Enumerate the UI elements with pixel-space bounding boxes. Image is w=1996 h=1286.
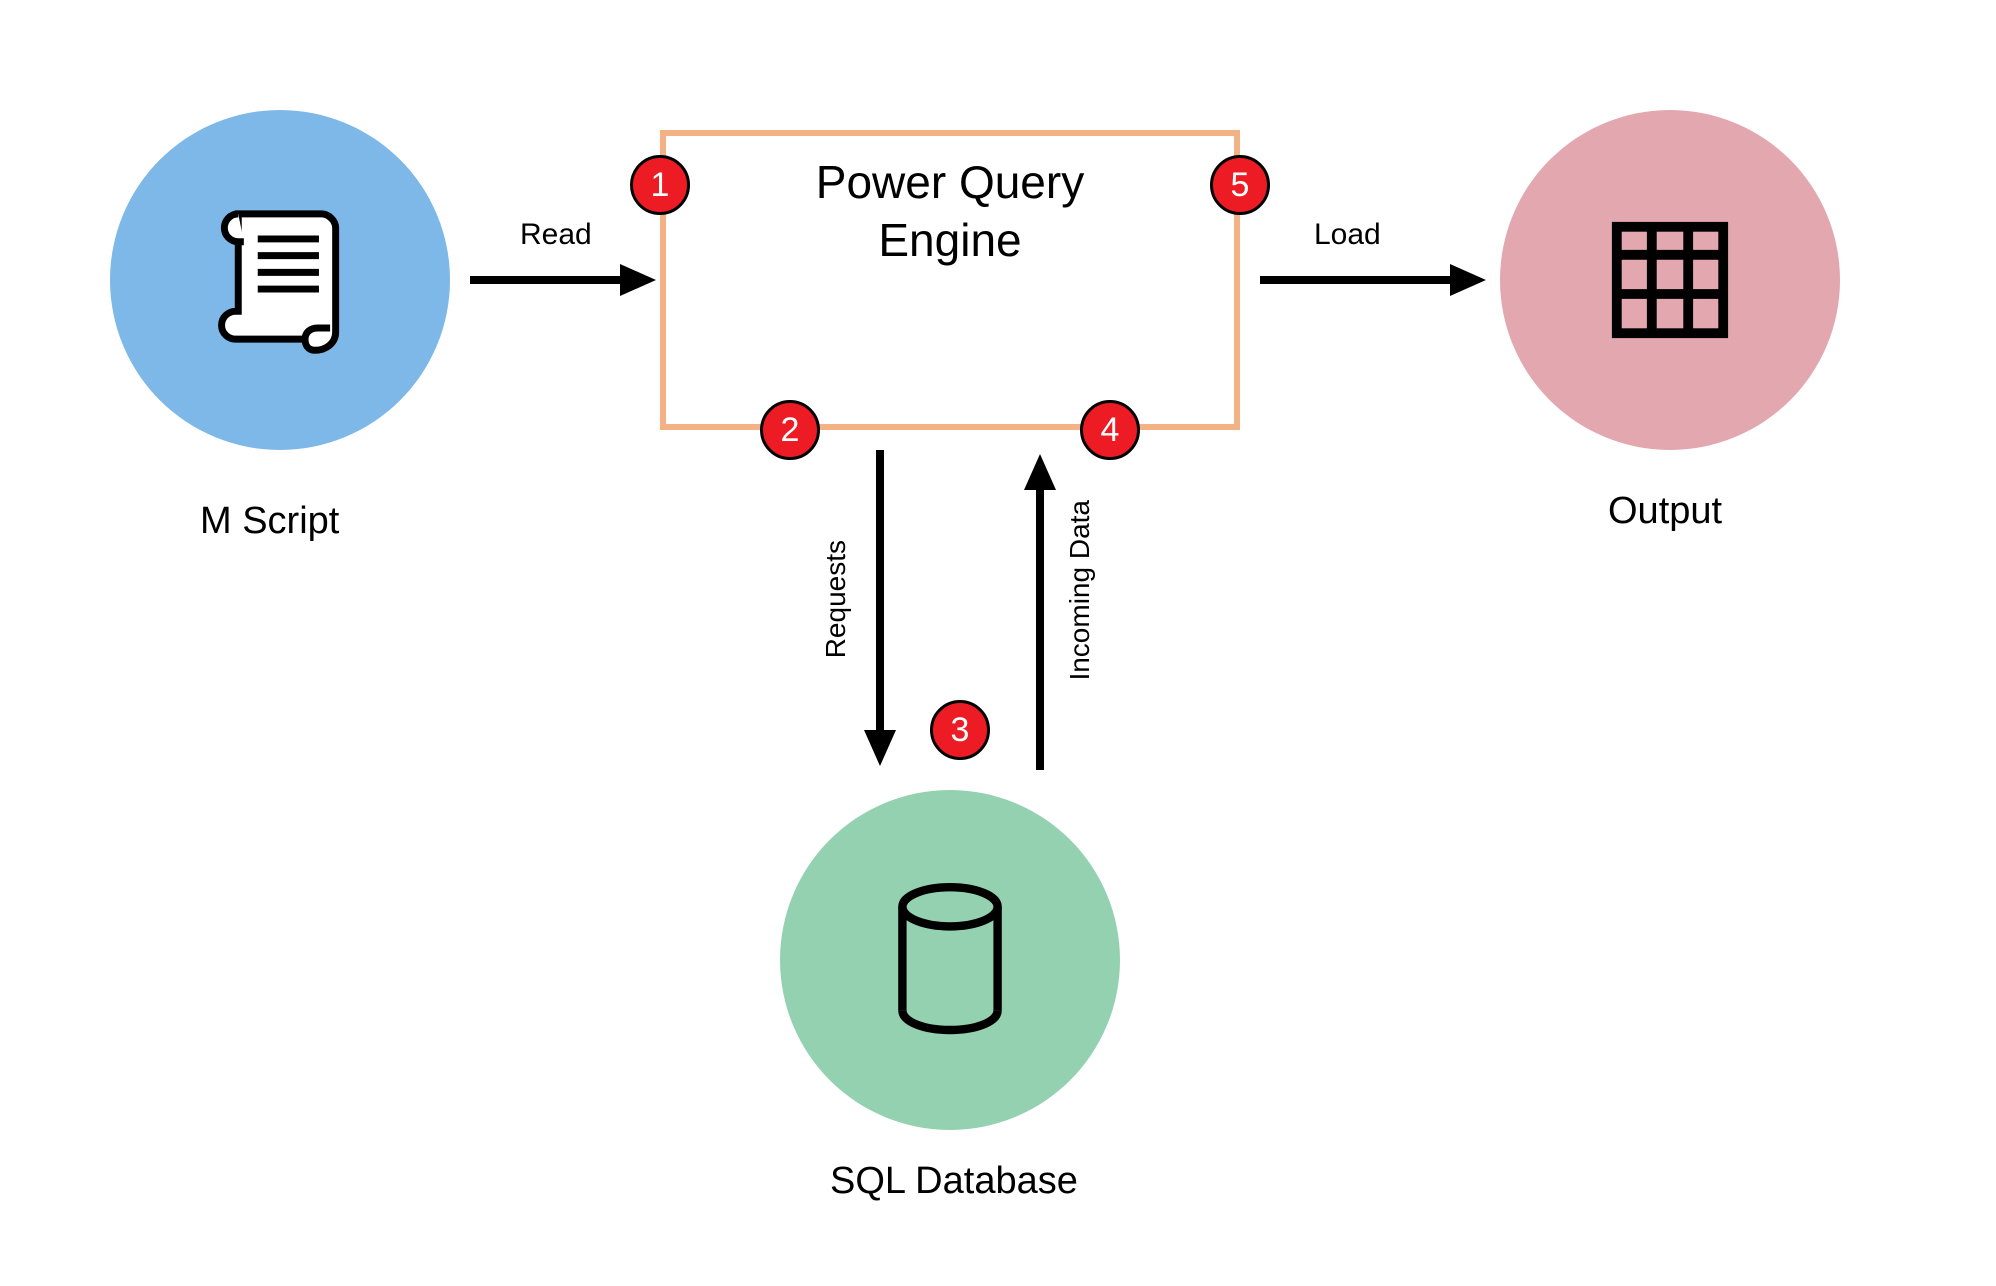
database-icon <box>880 875 1020 1045</box>
database-label: SQL Database <box>830 1160 1078 1203</box>
arrow-load <box>1260 260 1490 300</box>
arrow-incoming-label: Incoming Data <box>1064 500 1096 681</box>
script-icon <box>210 200 350 360</box>
badge-1: 1 <box>630 155 690 215</box>
arrow-read <box>470 260 660 300</box>
database-node <box>780 790 1120 1130</box>
engine-title-line2: Engine <box>878 214 1021 266</box>
badge-4: 4 <box>1080 400 1140 460</box>
badge-2: 2 <box>760 400 820 460</box>
output-label: Output <box>1608 490 1722 533</box>
engine-title: Power Query Engine <box>816 154 1084 269</box>
engine-title-line1: Power Query <box>816 156 1084 208</box>
arrow-requests-label: Requests <box>820 540 852 658</box>
badge-5: 5 <box>1210 155 1270 215</box>
badge-4-text: 4 <box>1101 411 1120 450</box>
badge-1-text: 1 <box>651 166 670 205</box>
badge-3-text: 3 <box>951 711 970 750</box>
engine-box: Power Query Engine <box>660 130 1240 430</box>
table-icon <box>1600 210 1740 350</box>
arrow-incoming <box>1020 450 1060 770</box>
arrow-read-label: Read <box>520 218 592 252</box>
badge-5-text: 5 <box>1231 166 1250 205</box>
arrow-load-label: Load <box>1314 218 1381 252</box>
badge-2-text: 2 <box>781 411 800 450</box>
mscript-node <box>110 110 450 450</box>
arrow-requests <box>860 450 900 770</box>
output-node <box>1500 110 1840 450</box>
mscript-label: M Script <box>200 500 339 543</box>
badge-3: 3 <box>930 700 990 760</box>
